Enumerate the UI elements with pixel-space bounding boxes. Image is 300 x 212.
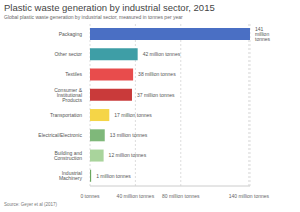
- svg-text:17 million tonnes: 17 million tonnes: [114, 112, 152, 118]
- html-text:Global plastic waste generatio: Global plastic waste generation by indus…: [4, 14, 183, 20]
- svg-text:Textiles: Textiles: [65, 71, 82, 77]
- svg-text:40 million tonnes: 40 million tonnes: [117, 193, 155, 199]
- svg-text:80 million tonnes: 80 million tonnes: [162, 193, 200, 199]
- svg-text:Packaging: Packaging: [59, 31, 83, 37]
- svg-text:140 million tonnes: 140 million tonnes: [229, 193, 270, 199]
- svg-text:37 million tonnes: 37 million tonnes: [137, 92, 175, 98]
- svg-text:Electrical/Electronic: Electrical/Electronic: [38, 132, 82, 138]
- svg-text:0 tonnes: 0 tonnes: [80, 193, 100, 199]
- svg-text:42 million tonnes: 42 million tonnes: [143, 51, 181, 57]
- svg-text:IndustrialMachinery: IndustrialMachinery: [59, 170, 83, 181]
- svg-text:1 million tonnes: 1 million tonnes: [96, 173, 131, 179]
- svg-text:13 million tonnes: 13 million tonnes: [110, 132, 148, 138]
- svg-text:Transportation: Transportation: [50, 112, 82, 118]
- svg-text:141milliontonnes: 141milliontonnes: [255, 26, 271, 42]
- svg-text:Other sector: Other sector: [54, 51, 82, 57]
- html-text:Source: Geyer et al (2017): Source: Geyer et al (2017): [4, 202, 57, 207]
- html-text:Plastic waste generation by in: Plastic waste generation by industrial s…: [4, 2, 215, 13]
- svg-text:38 million tonnes: 38 million tonnes: [138, 71, 176, 77]
- svg-text:12 million tonnes: 12 million tonnes: [109, 152, 147, 158]
- svg-text:Consumer &InstitutionalProduct: Consumer &InstitutionalProducts: [54, 87, 82, 103]
- svg-text:Building andConstruction: Building andConstruction: [54, 150, 82, 161]
